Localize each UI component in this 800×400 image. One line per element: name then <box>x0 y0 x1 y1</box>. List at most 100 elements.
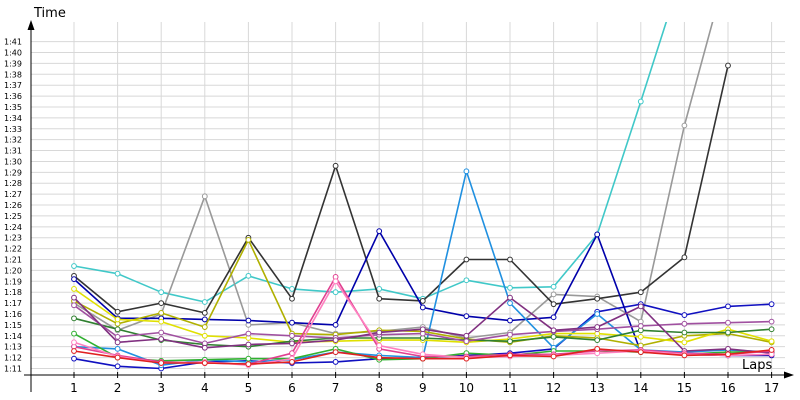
y-tick-label: 1:19 <box>4 277 22 286</box>
data-point <box>71 302 77 309</box>
data-point <box>637 349 644 356</box>
data-point <box>725 345 731 352</box>
data-point <box>507 352 513 359</box>
data-point <box>550 283 557 290</box>
y-tick-label: 1:37 <box>4 81 22 90</box>
data-point <box>376 354 383 361</box>
data-point <box>463 256 470 263</box>
data-point <box>550 301 557 308</box>
data-point <box>289 295 295 302</box>
y-tick-label: 1:31 <box>4 147 22 156</box>
data-point <box>158 360 165 366</box>
y-tick-label: 1:28 <box>4 179 22 188</box>
data-point <box>550 353 557 360</box>
x-tick-label: 15 <box>677 381 692 395</box>
data-point <box>507 256 513 263</box>
data-point <box>289 286 295 292</box>
data-point <box>768 318 775 325</box>
y-tick-label: 1:25 <box>4 212 22 221</box>
data-point <box>768 347 775 353</box>
data-point <box>158 289 165 296</box>
y-tick-label: 1:12 <box>4 354 22 363</box>
y-tick-label: 1:40 <box>4 49 22 58</box>
data-point <box>681 352 688 359</box>
data-point <box>289 340 295 347</box>
series-1 <box>71 22 668 305</box>
data-point <box>114 316 121 323</box>
data-point <box>201 360 208 366</box>
y-tick-label: 1:33 <box>4 125 22 134</box>
y-tick-label: 1:39 <box>4 59 22 68</box>
data-point <box>114 354 121 361</box>
data-point <box>71 294 77 301</box>
data-point <box>245 341 252 348</box>
data-point <box>114 333 121 340</box>
data-point <box>245 237 252 243</box>
data-point <box>71 315 77 322</box>
data-point <box>332 289 339 296</box>
data-point <box>114 308 121 315</box>
x-tick-label: 14 <box>633 381 648 395</box>
x-tick-label: 2 <box>114 381 122 395</box>
data-point <box>463 355 470 362</box>
data-point <box>637 303 644 310</box>
data-point <box>419 298 426 304</box>
y-tick-label: 1:22 <box>4 245 22 254</box>
y-tick-label: 1:21 <box>4 256 22 265</box>
data-point <box>637 98 644 105</box>
y-tick-label: 1:34 <box>4 114 22 123</box>
data-point <box>594 311 601 317</box>
data-point <box>158 318 165 325</box>
data-point <box>594 337 601 344</box>
data-point <box>158 300 165 306</box>
y-tick-label: 1:26 <box>4 201 22 210</box>
x-axis-arrow <box>784 371 794 379</box>
data-point <box>507 338 513 345</box>
data-point <box>594 345 601 352</box>
data-point <box>550 333 557 340</box>
data-point <box>768 326 775 333</box>
series-line <box>73 22 714 339</box>
data-point <box>681 254 688 261</box>
data-point <box>245 355 252 362</box>
data-point <box>463 277 470 284</box>
data-point <box>332 278 339 285</box>
data-point <box>376 228 383 235</box>
data-point <box>201 324 208 330</box>
data-point <box>637 289 644 296</box>
data-point <box>507 294 513 301</box>
data-point <box>463 332 470 339</box>
data-point <box>507 317 513 324</box>
data-point <box>201 299 208 305</box>
data-point <box>332 349 339 356</box>
data-point <box>71 339 77 346</box>
data-point <box>158 336 165 342</box>
x-tick-label: 8 <box>375 381 383 395</box>
data-point <box>725 303 731 310</box>
data-point <box>332 321 339 328</box>
x-tick-label: 5 <box>245 381 253 395</box>
data-point <box>768 301 775 308</box>
y-tick-label: 1:14 <box>4 332 22 341</box>
data-point <box>594 231 601 238</box>
y-tick-label: 1:30 <box>4 157 22 166</box>
data-point <box>245 361 252 368</box>
y-tick-label: 1:29 <box>4 168 22 177</box>
data-point <box>332 359 339 365</box>
data-point <box>332 337 339 344</box>
data-point <box>725 351 731 358</box>
x-tick-label: 10 <box>459 381 474 395</box>
y-tick-label: 1:38 <box>4 70 22 79</box>
data-point <box>550 291 557 298</box>
data-point <box>637 323 644 329</box>
x-tick-label: 9 <box>419 381 427 395</box>
series-line <box>73 65 729 314</box>
data-point <box>71 263 77 269</box>
data-point <box>158 329 165 336</box>
x-tick-label: 17 <box>764 381 779 395</box>
series-2 <box>71 22 714 341</box>
data-point <box>681 320 688 327</box>
chart-tick-labels: 1:111:12 1:13 1:14 1:15 1:16 1:17 1:18 1:19 1:20… <box>4 38 779 395</box>
data-point <box>158 309 165 316</box>
data-point <box>245 317 252 324</box>
